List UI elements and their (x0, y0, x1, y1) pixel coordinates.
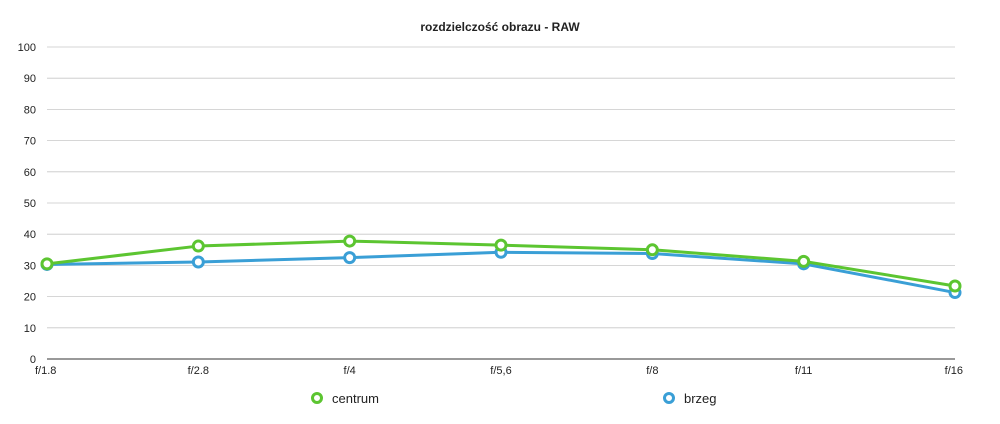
data-point-centrum (343, 234, 357, 248)
series-centrum (40, 234, 962, 293)
y-tick-label: 80 (24, 104, 36, 116)
legend-item-centrum: centrum (310, 390, 379, 406)
y-tick-label: 100 (18, 42, 36, 54)
data-point-centrum (797, 254, 811, 268)
x-tick-label: f/16 (945, 365, 963, 377)
data-point-centrum (645, 243, 659, 257)
x-tick-label: f/2.8 (188, 365, 209, 377)
data-point-centrum (191, 239, 205, 253)
y-tick-label: 90 (24, 73, 36, 85)
y-tick-label: 60 (24, 167, 36, 179)
data-point-centrum (494, 238, 508, 252)
series-layer (40, 234, 962, 300)
legend-marker-centrum (310, 391, 324, 405)
legend-item-brzeg: brzeg (662, 390, 717, 406)
y-tick-label: 30 (24, 260, 36, 272)
series-brzeg (40, 245, 962, 300)
y-tick-label: 70 (24, 136, 36, 148)
data-point-centrum (40, 257, 54, 271)
grid-layer (47, 46, 955, 360)
x-tick-label: f/4 (344, 365, 356, 377)
chart-title: rozdzielczość obrazu - RAW (420, 20, 580, 34)
data-point-centrum (948, 279, 962, 293)
x-tick-label: f/5,6 (490, 365, 511, 377)
legend-label-centrum: centrum (332, 390, 379, 406)
y-tick-label: 20 (24, 292, 36, 304)
legend-label-brzeg: brzeg (684, 390, 717, 406)
data-point-brzeg (191, 255, 205, 269)
data-point-brzeg (343, 251, 357, 265)
y-tick-label: 0 (30, 354, 36, 366)
x-tick-label: f/11 (795, 365, 813, 377)
x-tick-label: f/1.8 (35, 365, 56, 377)
x-axis-ticks: f/1.8 f/2.8 f/4 f/5,6 f/8 f/11 f/16 (35, 365, 963, 377)
legend-marker-brzeg (662, 391, 676, 405)
y-axis-ticks: 0 10 20 30 40 50 60 70 80 90 100 (18, 42, 36, 366)
x-tick-label: f/8 (646, 365, 658, 377)
y-tick-label: 40 (24, 229, 36, 241)
y-tick-label: 10 (24, 323, 36, 335)
y-tick-label: 50 (24, 198, 36, 210)
